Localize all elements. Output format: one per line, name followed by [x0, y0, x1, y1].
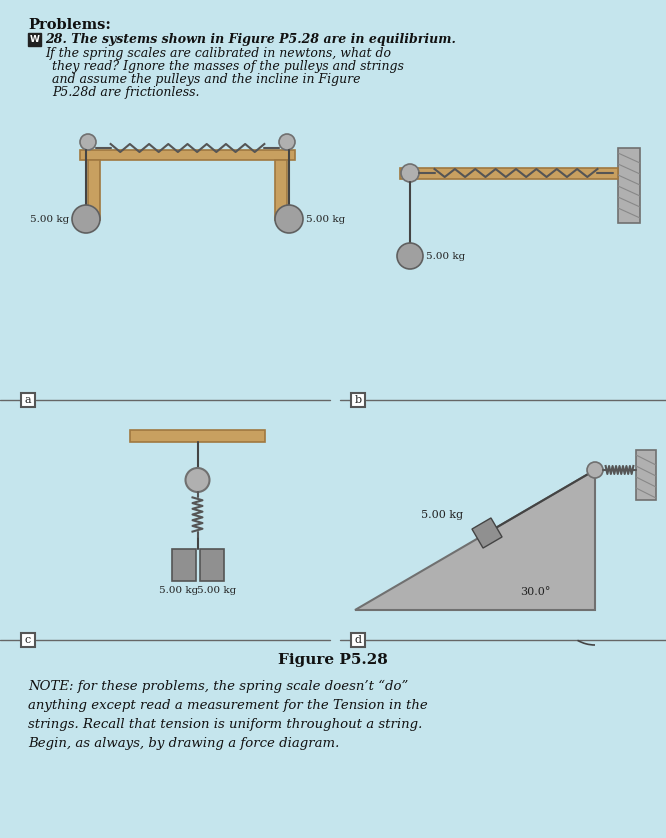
Bar [400, 168, 618, 179]
Text: Figure P5.28: Figure P5.28 [278, 653, 388, 667]
Text: 28. The systems shown in Figure P5.28 are in equilibrium.: 28. The systems shown in Figure P5.28 ar… [45, 33, 456, 46]
Text: 5.00 kg: 5.00 kg [159, 586, 198, 595]
Text: a: a [25, 395, 31, 405]
Text: strings. Recall that tension is uniform throughout a string.: strings. Recall that tension is uniform … [28, 718, 422, 731]
Text: c: c [25, 635, 31, 645]
Bar [351, 633, 365, 647]
Bar [80, 150, 295, 160]
Text: 5.00 kg: 5.00 kg [30, 215, 69, 224]
Circle shape [186, 468, 210, 492]
Circle shape [397, 243, 423, 269]
Text: Begin, as always, by drawing a force diagram.: Begin, as always, by drawing a force dia… [28, 737, 340, 750]
Text: 5.00 kg: 5.00 kg [421, 510, 463, 520]
Circle shape [80, 134, 96, 150]
Bar [21, 633, 35, 647]
Bar [130, 430, 265, 442]
Text: NOTE: for these problems, the spring scale doesn’t “do”: NOTE: for these problems, the spring sca… [28, 680, 408, 693]
Text: 30.0°: 30.0° [519, 587, 550, 597]
Text: Problems:: Problems: [28, 18, 111, 32]
Bar [172, 549, 196, 581]
Circle shape [587, 462, 603, 478]
Circle shape [279, 134, 295, 150]
Bar [275, 160, 287, 220]
Bar [636, 450, 656, 500]
Text: 5.00 kg: 5.00 kg [426, 251, 466, 261]
Text: 5.00 kg: 5.00 kg [197, 586, 236, 595]
Polygon shape [355, 470, 595, 610]
Text: b: b [354, 395, 362, 405]
Text: and assume the pulleys and the incline in Figure: and assume the pulleys and the incline i… [52, 73, 360, 86]
Text: they read? Ignore the masses of the pulleys and strings: they read? Ignore the masses of the pull… [52, 60, 404, 73]
Circle shape [72, 205, 100, 233]
Bar [200, 549, 224, 581]
Circle shape [275, 205, 303, 233]
Text: 5.00 kg: 5.00 kg [306, 215, 345, 224]
Text: anything except read a measurement for the Tension in the: anything except read a measurement for t… [28, 699, 428, 712]
Bar [21, 393, 35, 407]
Bar [472, 518, 502, 548]
Bar [351, 393, 365, 407]
Bar [88, 160, 100, 220]
Bar [28, 33, 41, 46]
Bar [618, 148, 640, 223]
Text: P5.28d are frictionless.: P5.28d are frictionless. [52, 86, 200, 99]
Text: W: W [29, 35, 39, 44]
Circle shape [401, 164, 419, 182]
Text: If the spring scales are calibrated in newtons, what do: If the spring scales are calibrated in n… [45, 47, 391, 60]
Text: d: d [354, 635, 362, 645]
